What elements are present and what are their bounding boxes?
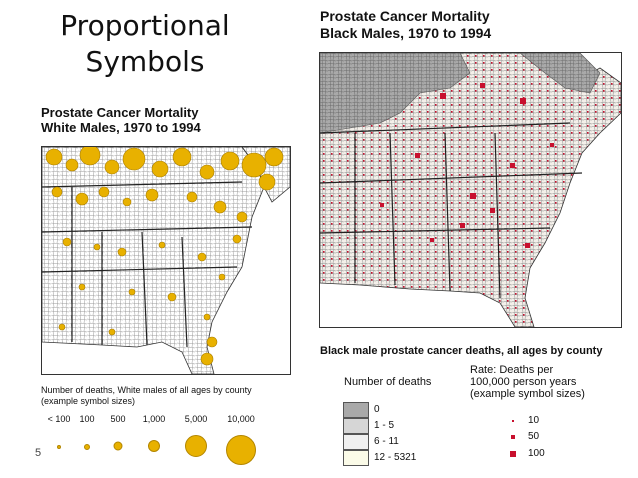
right-map-land — [320, 53, 621, 327]
legend-swatch-label-1: 1 - 5 — [374, 420, 395, 431]
symbol-label-5000: 5,000 — [184, 414, 208, 424]
left-map-title-line1: Prostate Cancer Mortality — [41, 105, 199, 120]
legend-swatch-2 — [343, 434, 369, 450]
page-number: 5 — [35, 447, 42, 459]
right-map — [319, 52, 622, 328]
symbol-label-500: 500 — [110, 414, 126, 424]
symbol-circle-lt100 — [57, 445, 61, 449]
symbol-label-lt100: < 100 — [47, 414, 71, 424]
right-map-title-line2: Black Males, 1970 to 1994 — [320, 25, 492, 41]
rate-symbol-10 — [512, 420, 514, 422]
symbol-circle-10000 — [226, 435, 256, 465]
left-legend-line1: Number of deaths, White males of all age… — [41, 385, 252, 395]
right-legend — [319, 340, 620, 464]
number-of-deaths-label: Number of deaths — [344, 376, 432, 388]
legend-swatch-3 — [343, 450, 369, 466]
slide-title-line2: Symbols — [85, 45, 205, 78]
rate-value-10: 10 — [528, 415, 540, 426]
left-legend-line2: (example symbol sizes) — [41, 396, 136, 406]
left-map — [41, 146, 291, 375]
legend-swatch-label-2: 6 - 11 — [374, 436, 399, 447]
rate-symbol-100 — [510, 451, 516, 457]
right-legend-heading: Black male prostate cancer deaths, all a… — [320, 345, 603, 357]
rate-label: Rate: Deaths per 100,000 person years (e… — [470, 364, 585, 400]
symbol-circle-100 — [84, 444, 90, 450]
left-map-svg — [42, 147, 290, 374]
rate-value-50: 50 — [528, 431, 540, 442]
left-map-symbols — [45, 147, 284, 366]
symbol-label-100: 100 — [79, 414, 95, 424]
slide-title-line1: Proportional — [60, 9, 230, 42]
legend-swatch-label-0: 0 — [374, 404, 380, 415]
legend-swatch-label-3: 12 - 5321 — [374, 452, 417, 463]
symbol-circle-5000 — [185, 435, 207, 457]
rate-label-line3: (example symbol sizes) — [470, 388, 585, 400]
right-map-rate-symbols — [380, 83, 554, 248]
left-map-state-lines — [42, 181, 253, 348]
legend-swatch-0 — [343, 402, 369, 418]
rate-label-line1: Rate: Deaths per — [470, 364, 554, 376]
right-map-gray-north — [320, 53, 471, 134]
left-legend-title: Number of deaths, White males of all age… — [41, 385, 291, 407]
left-legend-symbol-labels: < 100 100 500 1,000 5,000 10,000 — [41, 414, 281, 426]
symbol-circle-1000 — [148, 440, 160, 452]
legend-swatch-1 — [343, 418, 369, 434]
rate-label-line2: 100,000 person years — [470, 376, 577, 388]
symbol-label-10000: 10,000 — [227, 414, 255, 424]
symbol-circle-500 — [113, 441, 123, 451]
right-map-gray-northeast — [519, 53, 601, 94]
rate-symbol-50 — [511, 435, 515, 439]
left-map-title: Prostate Cancer Mortality White Males, 1… — [41, 105, 201, 135]
left-map-title-line2: White Males, 1970 to 1994 — [41, 120, 201, 135]
right-map-title-line1: Prostate Cancer Mortality — [320, 8, 490, 24]
right-map-state-lines — [320, 122, 583, 299]
symbol-label-1000: 1,000 — [142, 414, 166, 424]
slide-title: Proportional Symbols — [40, 8, 250, 80]
right-map-title: Prostate Cancer Mortality Black Males, 1… — [320, 8, 491, 42]
right-map-svg — [320, 53, 621, 327]
rate-value-100: 100 — [528, 448, 545, 459]
